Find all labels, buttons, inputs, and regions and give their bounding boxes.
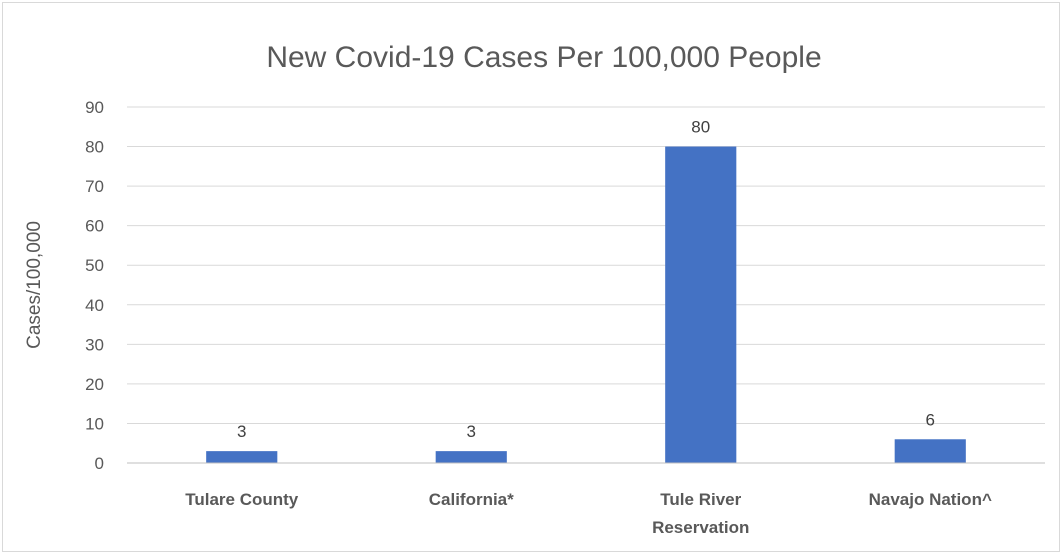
x-category-line-2-1: Reservation	[652, 518, 749, 537]
chart-title: New Covid-19 Cases Per 100,000 People	[266, 41, 821, 74]
x-axis-categories: Tulare County California* Tule River Reserv…	[185, 490, 992, 537]
gridlines	[127, 106, 1045, 424]
x-category-label-2: Tule River Reservation	[652, 490, 749, 537]
data-label-3: 6	[926, 410, 935, 429]
x-category-label-0: Tulare County	[185, 490, 299, 509]
y-tick-label-9: 90	[85, 98, 104, 117]
bar-2	[665, 146, 737, 464]
bar-3	[894, 439, 966, 463]
y-tick-label-6: 60	[85, 217, 104, 236]
data-label-2: 80	[691, 118, 710, 137]
x-category-label-3: Navajo Nation^	[869, 490, 992, 509]
y-axis-label: Cases/100,000	[24, 221, 45, 349]
data-label-0: 3	[237, 422, 246, 441]
x-category-line-1-0: California*	[429, 490, 514, 509]
y-tick-label-0: 0	[95, 454, 104, 473]
y-tick-label-4: 40	[85, 296, 104, 315]
y-axis-ticks: 0 10 20 30 40 50 60 70 80 90	[85, 98, 104, 473]
bar-1	[435, 451, 507, 463]
y-tick-label-1: 10	[85, 414, 104, 433]
x-category-line-3-0: Navajo Nation^	[869, 490, 992, 509]
x-category-line-2-0: Tule River	[660, 490, 741, 509]
y-tick-label-7: 70	[85, 177, 104, 196]
data-labels: 3 3 80 6	[237, 118, 935, 442]
data-label-1: 3	[467, 422, 476, 441]
bar-0	[206, 451, 278, 463]
bars	[206, 146, 966, 464]
y-tick-label-8: 80	[85, 138, 104, 157]
x-category-label-1: California*	[429, 490, 514, 509]
y-tick-label-5: 50	[85, 256, 104, 275]
y-tick-label-3: 30	[85, 335, 104, 354]
y-tick-label-2: 20	[85, 375, 104, 394]
x-category-line-0-0: Tulare County	[185, 490, 299, 509]
